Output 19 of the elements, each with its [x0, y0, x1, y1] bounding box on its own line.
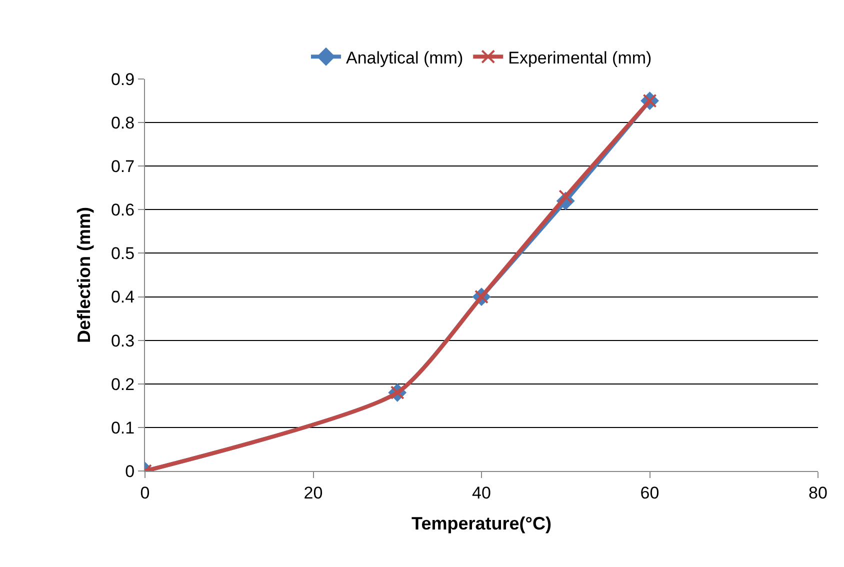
y-tick-label: 0.5 — [110, 244, 135, 264]
legend-label: Analytical (mm) — [346, 48, 464, 68]
x-tick-label: 80 — [808, 483, 828, 502]
legend-label: Experimental (mm) — [508, 48, 652, 68]
y-tick-label: 0.2 — [110, 374, 135, 394]
y-tick-label: 0.7 — [110, 157, 135, 176]
y-tick-label: 0.3 — [110, 331, 135, 350]
y-tick-label: 0.1 — [110, 418, 135, 438]
x-tick-label: 20 — [304, 483, 323, 502]
y-tick-label: 0 — [125, 462, 135, 481]
x-axis-title: Temperature(°C) — [412, 514, 552, 534]
y-tick-label: 0.9 — [110, 70, 135, 89]
y-tick-label: 0.4 — [110, 288, 135, 307]
y-axis-title: Deflection (mm) — [74, 206, 94, 344]
x-tick-label: 60 — [640, 483, 660, 502]
y-tick-label: 0.8 — [110, 114, 135, 133]
y-tick-label: 0.6 — [110, 200, 135, 220]
x-tick-label: 0 — [140, 483, 150, 502]
x-tick-label: 40 — [472, 483, 491, 502]
